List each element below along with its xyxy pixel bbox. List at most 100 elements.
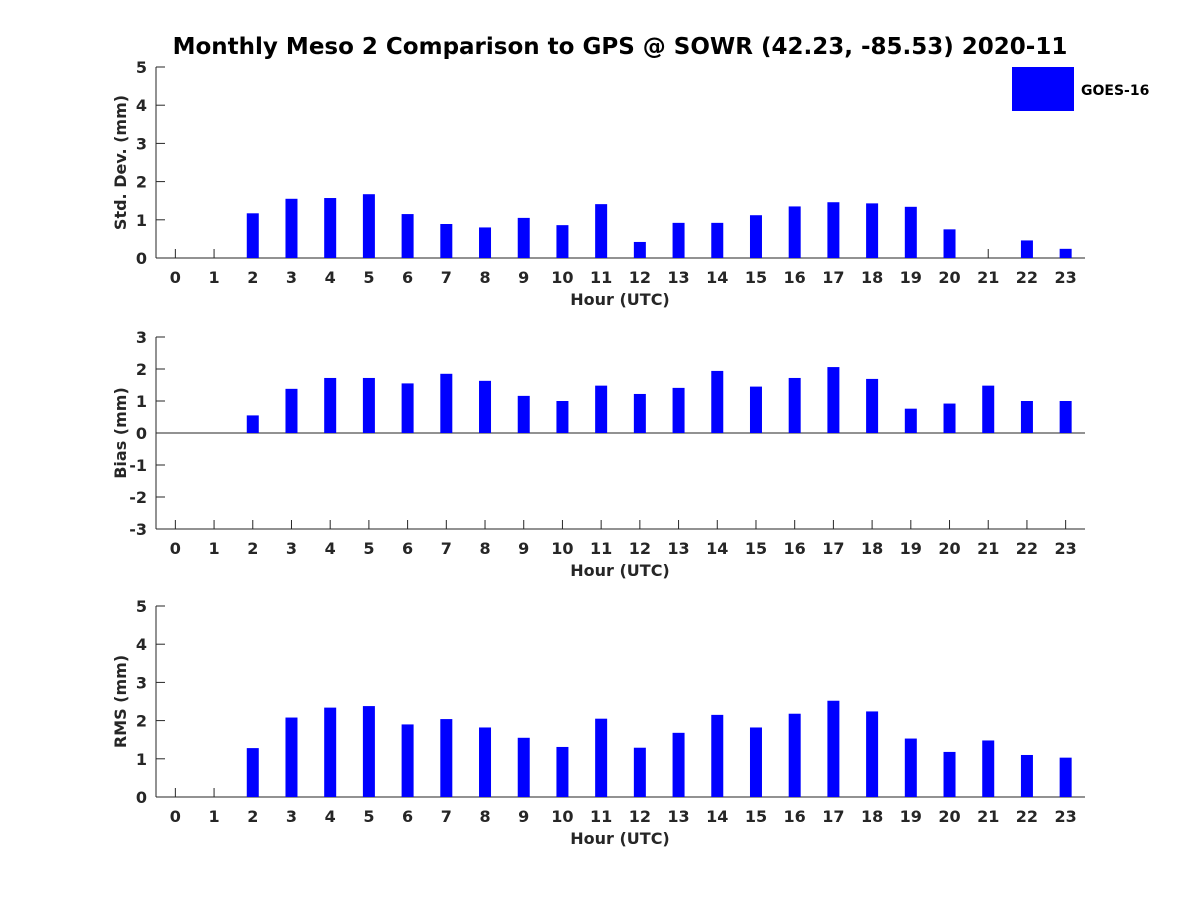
panel-std-dev-bar-hour-3	[285, 198, 298, 258]
panel-std-dev-x-tick-label: 9	[518, 268, 529, 287]
panel-rms-x-tick-label: 0	[170, 807, 181, 826]
panel-std-dev-x-tick-label: 10	[551, 268, 573, 287]
panel-std-dev-x-tick-label: 20	[938, 268, 960, 287]
panel-std-dev-y-tick-label: 3	[136, 134, 147, 153]
figure-title: Monthly Meso 2 Comparison to GPS @ SOWR …	[173, 34, 1068, 60]
legend-label: GOES-16	[1081, 83, 1149, 99]
panel-rms-x-tick-label: 18	[861, 807, 883, 826]
panel-std-dev-bar-hour-12	[633, 241, 646, 258]
panel-rms-bar-hour-18	[866, 711, 879, 797]
legend-swatch	[1012, 67, 1074, 111]
panel-rms-x-tick-label: 23	[1055, 807, 1077, 826]
panel-std-dev-bar-hour-5	[362, 194, 375, 258]
panel-bias-bar-hour-19	[904, 408, 917, 433]
panel-bias-x-tick-label: 3	[286, 539, 297, 558]
panel-bias-x-tick-label: 6	[402, 539, 413, 558]
panel-std-dev-x-tick-label: 5	[363, 268, 374, 287]
panel-rms-bar-hour-2	[246, 748, 259, 797]
panel-bias-x-tick-label: 2	[247, 539, 258, 558]
panel-bias-x-tick-label: 19	[900, 539, 922, 558]
panel-bias-y-tick-label: 3	[136, 328, 147, 347]
panel-rms-x-tick-label: 11	[590, 807, 612, 826]
panel-std-dev-x-tick-label: 7	[441, 268, 452, 287]
panel-rms-x-tick-label: 19	[900, 807, 922, 826]
panel-rms-x-tick-label: 1	[208, 807, 219, 826]
panel-rms-bar-hour-7	[440, 719, 453, 797]
panel-rms-bar-hour-8	[479, 727, 492, 797]
panel-rms-y-tick-label: 2	[136, 712, 147, 731]
panel-rms-bar-hour-22	[1020, 754, 1033, 797]
panel-bias-bar-hour-13	[672, 387, 685, 433]
panel-rms-x-tick-label: 14	[706, 807, 728, 826]
panel-rms-x-tick-label: 15	[745, 807, 767, 826]
panel-std-dev-bar-hour-16	[788, 206, 801, 258]
panel-rms-x-tick-label: 22	[1016, 807, 1038, 826]
panel-std-dev-x-tick-label: 12	[629, 268, 651, 287]
panel-bias-bar-hour-20	[943, 403, 956, 433]
panel-rms-y-label: RMS (mm)	[111, 655, 130, 748]
panel-bias-bar-hour-11	[595, 385, 608, 433]
panel-std-dev-x-tick-label: 17	[822, 268, 844, 287]
panel-bias-y-label: Bias (mm)	[111, 387, 130, 479]
panel-std-dev-bar-hour-18	[866, 203, 879, 258]
panel-bias-bar-hour-7	[440, 373, 453, 433]
panel-bias-bar-hour-17	[827, 367, 840, 433]
panel-bias-bar-hour-22	[1020, 401, 1033, 433]
panel-rms-x-tick-label: 2	[247, 807, 258, 826]
panel-bias-x-tick-label: 5	[363, 539, 374, 558]
panel-std-dev-x-tick-label: 19	[900, 268, 922, 287]
panel-std-dev-x-tick-label: 8	[479, 268, 490, 287]
legend: GOES-16	[1012, 67, 1149, 111]
panel-rms-bar-hour-9	[517, 737, 530, 797]
panel-std-dev-bar-hour-6	[401, 214, 414, 258]
panel-bias-bar-hour-18	[866, 378, 879, 433]
panel-std-dev-bar-hour-17	[827, 202, 840, 258]
panel-bias-x-label: Hour (UTC)	[570, 561, 670, 580]
panel-std-dev-x-tick-label: 11	[590, 268, 612, 287]
panel-bias-x-tick-label: 9	[518, 539, 529, 558]
panel-rms-x-tick-label: 3	[286, 807, 297, 826]
panel-std-dev-y-label: Std. Dev. (mm)	[111, 95, 130, 230]
panel-std-dev-bar-hour-19	[904, 206, 917, 258]
panel-bias-bar-hour-15	[749, 386, 762, 433]
panel-bias-x-tick-label: 8	[479, 539, 490, 558]
panel-bias-bar-hour-16	[788, 377, 801, 433]
panel-std-dev-bar-hour-11	[595, 204, 608, 258]
panel-rms-bar-hour-21	[982, 740, 995, 797]
panel-std-dev-x-label: Hour (UTC)	[570, 290, 670, 309]
panel-rms-x-tick-label: 20	[938, 807, 960, 826]
panel-std-dev-bar-hour-10	[556, 225, 569, 258]
panel-std-dev-x-tick-label: 16	[784, 268, 806, 287]
panel-rms-x-tick-label: 5	[363, 807, 374, 826]
panel-bias-y-tick-label: 0	[136, 424, 147, 443]
panel-bias-x-tick-label: 7	[441, 539, 452, 558]
panel-std-dev-bar-hour-7	[440, 224, 453, 258]
panel-bias-y-tick-label: -3	[129, 520, 147, 539]
panel-rms-x-tick-label: 17	[822, 807, 844, 826]
panel-rms-bar-hour-12	[633, 747, 646, 797]
panel-std-dev-bar-hour-4	[324, 198, 337, 258]
panel-bias-x-tick-label: 4	[325, 539, 336, 558]
panel-bias-bar-hour-4	[324, 377, 337, 433]
panel-rms-bar-hour-20	[943, 751, 956, 797]
panel-std-dev-y-tick-label: 5	[136, 58, 147, 77]
panel-std-dev-bar-hour-15	[749, 215, 762, 258]
panel-bias-x-tick-label: 23	[1055, 539, 1077, 558]
panel-bias-y-tick-label: -1	[129, 456, 147, 475]
panel-rms-bar-hour-14	[711, 714, 724, 797]
panel-rms-y-tick-label: 4	[136, 635, 147, 654]
panel-std-dev-y-tick-label: 4	[136, 96, 147, 115]
panel-bias-x-tick-label: 22	[1016, 539, 1038, 558]
panel-rms-x-tick-label: 8	[479, 807, 490, 826]
panel-bias-bar-hour-14	[711, 370, 724, 433]
panel-bias-bar-hour-5	[362, 377, 375, 433]
panel-rms-bar-hour-11	[595, 718, 608, 797]
panel-bias-bar-hour-12	[633, 393, 646, 433]
panel-bias-x-tick-label: 13	[667, 539, 689, 558]
panel-bias-x-tick-label: 12	[629, 539, 651, 558]
panel-rms-y-tick-label: 0	[136, 788, 147, 807]
panel-rms-x-tick-label: 10	[551, 807, 573, 826]
panel-bias-bar-hour-23	[1059, 401, 1072, 433]
panel-bias-bar-hour-10	[556, 401, 569, 433]
